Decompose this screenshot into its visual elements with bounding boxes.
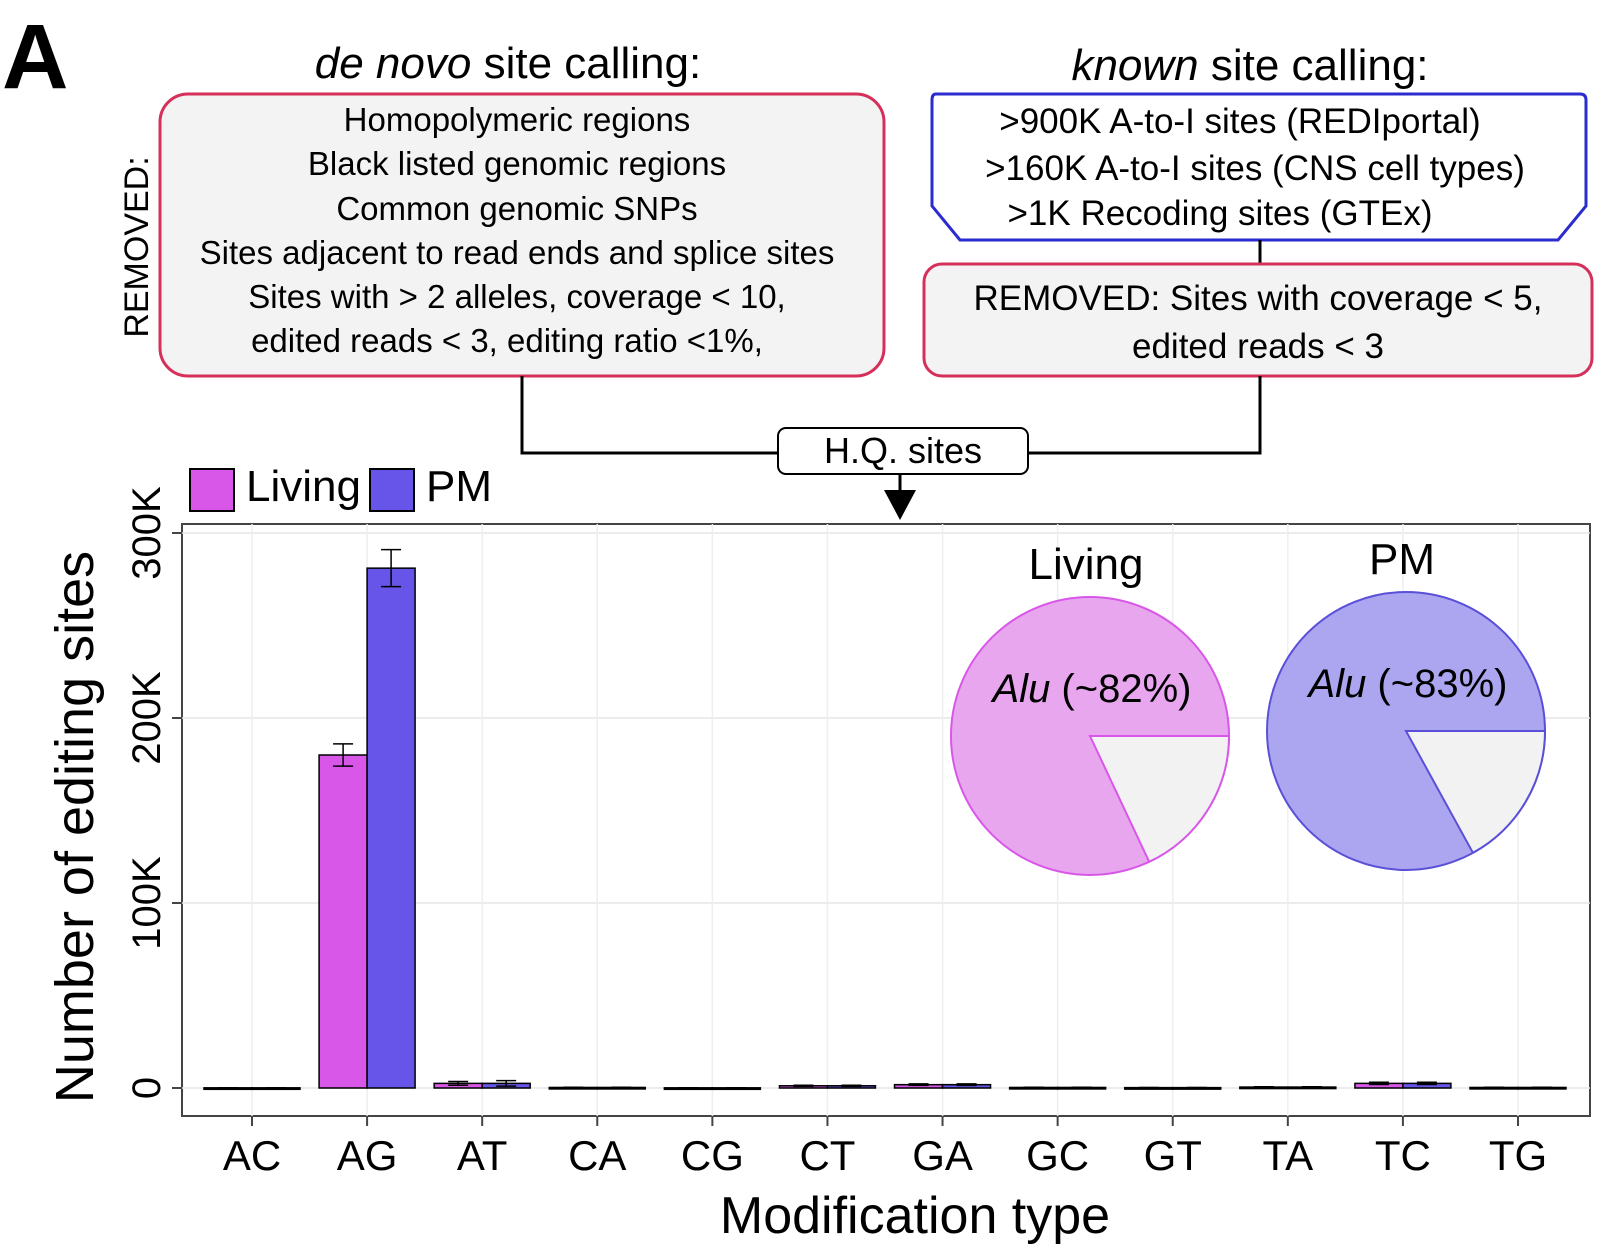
denovo-line: Black listed genomic regions (308, 145, 726, 182)
y-tick-label: 300K (125, 486, 169, 580)
denovo-line: Sites with > 2 alleles, coverage < 10, (248, 278, 785, 315)
pie-slice-label-value: (~83%) (1366, 662, 1507, 706)
x-tick-label: AT (457, 1132, 508, 1179)
x-tick-label: GC (1026, 1132, 1089, 1179)
legend-label-living: Living (246, 462, 361, 511)
pie-slice-label: Alu (~83%) (1307, 662, 1508, 706)
legend-swatch-pm (369, 468, 415, 512)
pie-title: Living (1029, 540, 1144, 589)
known-line: >160K A-to-I sites (CNS cell types) (985, 149, 1525, 188)
denovo-removed-label: REMOVED: (118, 156, 156, 337)
x-tick-label: CA (568, 1132, 626, 1179)
pie-title: PM (1369, 535, 1435, 584)
hq-arrow-head (884, 490, 916, 520)
known-removed-line: edited reads < 3 (1132, 327, 1384, 366)
denovo-title: de novo site calling: (315, 39, 701, 88)
x-tick-label: TG (1489, 1132, 1547, 1179)
x-tick-label: CG (681, 1132, 744, 1179)
pie-slice-label-name: Alu (1307, 662, 1367, 706)
pie-slice-other (1404, 730, 1547, 855)
denovo-line: Homopolymeric regions (344, 101, 691, 138)
denovo-title-rest: site calling: (471, 39, 701, 88)
denovo-merge-connector (520, 376, 778, 455)
bar-pm-AG (366, 567, 416, 1089)
pie-slice-label-value: (~82%) (1050, 667, 1191, 711)
known-removed-box (922, 262, 1594, 378)
x-tick-label: TA (1263, 1132, 1314, 1179)
legend-swatch-living (189, 468, 235, 512)
known-title-italic: known (1071, 41, 1198, 90)
panel-label: A (2, 6, 68, 108)
known-merge-connector (1028, 376, 1262, 455)
y-axis: 0 100K 200K 300K (125, 486, 182, 1099)
legend-label-pm: PM (426, 462, 492, 511)
hq-sites-label: H.Q. sites (824, 430, 982, 471)
denovo-line: Common genomic SNPs (336, 190, 697, 227)
known-sites-box (930, 92, 1588, 242)
known-removed-line: REMOVED: Sites with coverage < 5, (974, 279, 1543, 318)
bar-living-AG (318, 754, 368, 1089)
denovo-title-italic: de novo (315, 39, 472, 88)
x-tick-label: GA (912, 1132, 973, 1179)
x-tick-label: GT (1144, 1132, 1202, 1179)
x-axis-label: Modification type (720, 1187, 1110, 1245)
y-tick-label: 0 (125, 1077, 169, 1099)
y-tick-label: 200K (125, 671, 169, 765)
x-tick-label: AC (223, 1132, 281, 1179)
denovo-line: edited reads < 3, editing ratio <1%, (251, 322, 763, 359)
known-removed-lines: REMOVED: Sites with coverage < 5, edited… (974, 279, 1543, 366)
known-sites-lines: >900K A-to-I sites (REDIportal) >160K A-… (985, 102, 1525, 233)
x-axis: AC AG AT CA CG CT GA GC GT TA TC TG (223, 1116, 1547, 1179)
y-axis-label: Number of editing sites (45, 551, 105, 1103)
known-line: >900K A-to-I sites (REDIportal) (999, 102, 1480, 141)
pie-slice-other (1088, 735, 1231, 864)
hq-sites-box (777, 427, 1029, 475)
x-tick-label: CT (799, 1132, 855, 1179)
pie-slice-label: Alu (~82%) (991, 667, 1192, 711)
pie-slice-label-name: Alu (991, 667, 1051, 711)
pie-living: Living Alu (~82%) (950, 540, 1231, 876)
denovo-line: Sites adjacent to read ends and splice s… (200, 234, 835, 271)
denovo-filter-lines: Homopolymeric regions Black listed genom… (200, 101, 835, 359)
known-line: >1K Recoding sites (GTEx) (1007, 194, 1432, 233)
known-title: known site calling: (1071, 41, 1428, 90)
x-tick-label: TC (1375, 1132, 1431, 1179)
known-title-rest: site calling: (1199, 41, 1429, 90)
y-tick-label: 100K (125, 856, 169, 950)
pie-pm: PM Alu (~83%) (1266, 535, 1547, 871)
x-tick-label: AG (337, 1132, 398, 1179)
bar-layer (203, 548, 1567, 1091)
